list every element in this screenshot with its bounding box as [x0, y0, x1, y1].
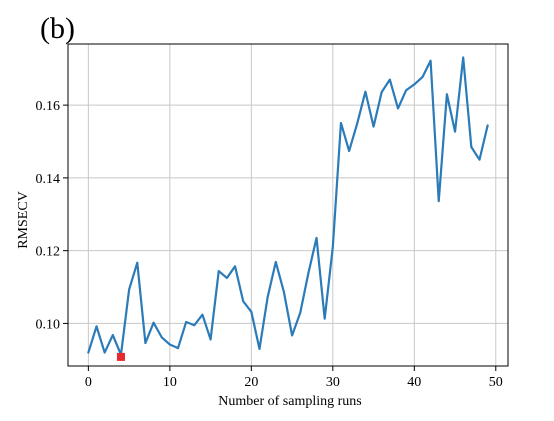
panel-label: (b) — [40, 12, 75, 45]
y-tick-label: 0.12 — [36, 245, 61, 260]
series-layer — [87, 56, 489, 361]
y-tick-label: 0.14 — [36, 172, 61, 187]
x-tick-label: 30 — [326, 375, 340, 390]
y-tick-label: 0.10 — [36, 317, 61, 332]
plot-frame — [67, 43, 509, 367]
grid — [68, 44, 508, 366]
x-tick-label: 10 — [163, 375, 177, 390]
x-tick-label: 20 — [244, 375, 258, 390]
ticks: 0 10 20 30 40 50 0.10 0.12 0.14 0.16 — [36, 99, 503, 390]
x-tick-label: 40 — [407, 375, 421, 390]
x-tick-label: 50 — [489, 375, 503, 390]
rmsecv-series-line — [87, 56, 489, 356]
minimum-marker — [116, 352, 125, 361]
y-axis-label: RMSECV — [16, 191, 31, 249]
x-tick-label: 0 — [85, 375, 92, 390]
axes-frame — [67, 43, 509, 367]
x-axis-label: Number of sampling runs — [218, 394, 361, 409]
y-tick-label: 0.16 — [36, 99, 61, 114]
